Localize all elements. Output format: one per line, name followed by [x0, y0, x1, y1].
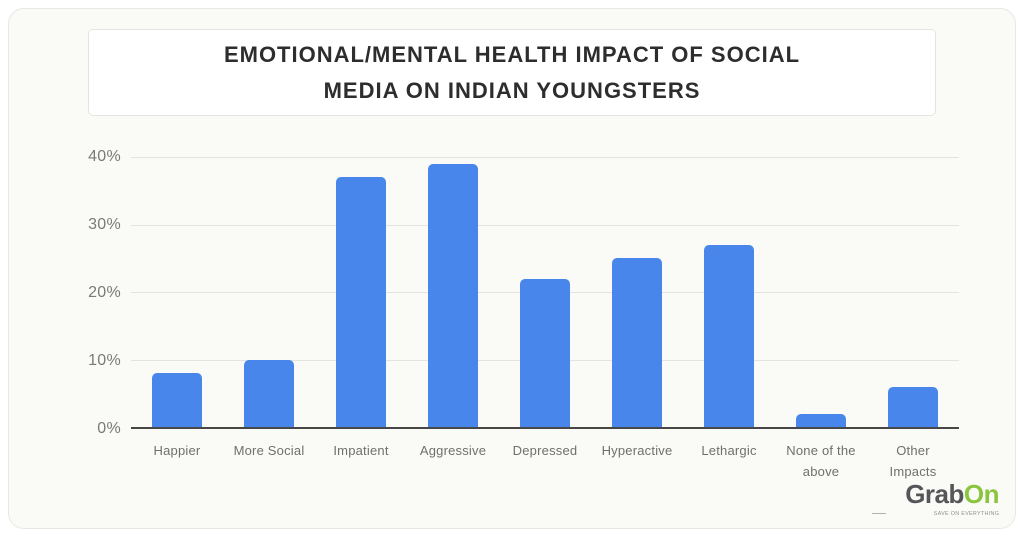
logo-part-on: On	[963, 479, 1000, 509]
category-label-slot: Happier	[131, 441, 223, 483]
category-label-slot: None of the above	[775, 441, 867, 483]
bars-row	[131, 157, 959, 427]
bar-slot	[683, 157, 775, 427]
category-label: Impatient	[333, 443, 389, 458]
bar-slot	[315, 157, 407, 427]
category-label: None of the above	[786, 443, 856, 479]
category-label-slot: Depressed	[499, 441, 591, 483]
chart-title-box: EMOTIONAL/MENTAL HEALTH IMPACT OF SOCIAL…	[88, 29, 936, 116]
bar-other-impacts	[888, 386, 938, 427]
y-tick-label: 40%	[88, 148, 121, 165]
bar-slot	[499, 157, 591, 427]
category-label: Lethargic	[701, 443, 757, 458]
y-tick-label: 10%	[88, 352, 121, 369]
bar-aggressive	[428, 163, 478, 427]
bar-none-of-the-above	[796, 413, 846, 427]
bar-depressed	[520, 278, 570, 427]
logo-tagline-row: SAVE ON EVERYTHING	[871, 508, 999, 518]
grabon-logo-text: GrabOn	[872, 481, 999, 507]
chart-title-line-2: MEDIA ON INDIAN YOUNGSTERS	[323, 77, 701, 103]
category-label: More Social	[233, 443, 305, 458]
category-label-slot: Other Impacts	[867, 441, 959, 483]
category-label: Hyperactive	[601, 443, 673, 458]
gridline-40	[131, 157, 959, 158]
y-axis: 40% 30% 20% 10% 0%	[9, 148, 121, 437]
category-label: Depressed	[512, 443, 578, 458]
bar-more-social	[244, 359, 294, 427]
category-label: Other Impacts	[889, 443, 937, 479]
bar-slot	[867, 157, 959, 427]
category-labels-row: Happier More Social Impatient Aggressive Dep…	[131, 441, 959, 483]
chart-title-line-1: EMOTIONAL/MENTAL HEALTH IMPACT OF SOCIAL	[223, 41, 801, 67]
bar-slot	[591, 157, 683, 427]
y-tick-label: 30%	[88, 216, 121, 233]
bar-lethargic	[704, 244, 754, 427]
bar-impatient	[336, 177, 386, 427]
category-label-slot: Lethargic	[683, 441, 775, 483]
logo-part-grab: Grab	[905, 479, 964, 509]
category-label-slot: Hyperactive	[591, 441, 683, 483]
category-label-slot: More Social	[223, 441, 315, 483]
y-tick-label: 20%	[88, 284, 121, 301]
bar-slot	[775, 157, 867, 427]
category-label-slot: Impatient	[315, 441, 407, 483]
grabon-logo: GrabOn SAVE ON EVERYTHING	[871, 481, 1000, 518]
y-tick-label: 0%	[97, 420, 121, 437]
bar-slot	[223, 157, 315, 427]
chart-card: EMOTIONAL/MENTAL HEALTH IMPACT OF SOCIAL…	[8, 8, 1016, 529]
tagline-divider	[871, 512, 886, 514]
gridline-30	[131, 224, 959, 226]
bar-slot	[131, 157, 223, 427]
category-label-slot: Aggressive	[407, 441, 499, 483]
bar-happier	[152, 373, 202, 427]
logo-tagline: SAVE ON EVERYTHING	[933, 510, 999, 516]
plot-area	[131, 157, 959, 429]
bar-slot	[407, 157, 499, 427]
category-label: Aggressive	[419, 443, 487, 458]
bar-hyperactive	[612, 258, 662, 427]
category-label: Happier	[153, 443, 201, 458]
